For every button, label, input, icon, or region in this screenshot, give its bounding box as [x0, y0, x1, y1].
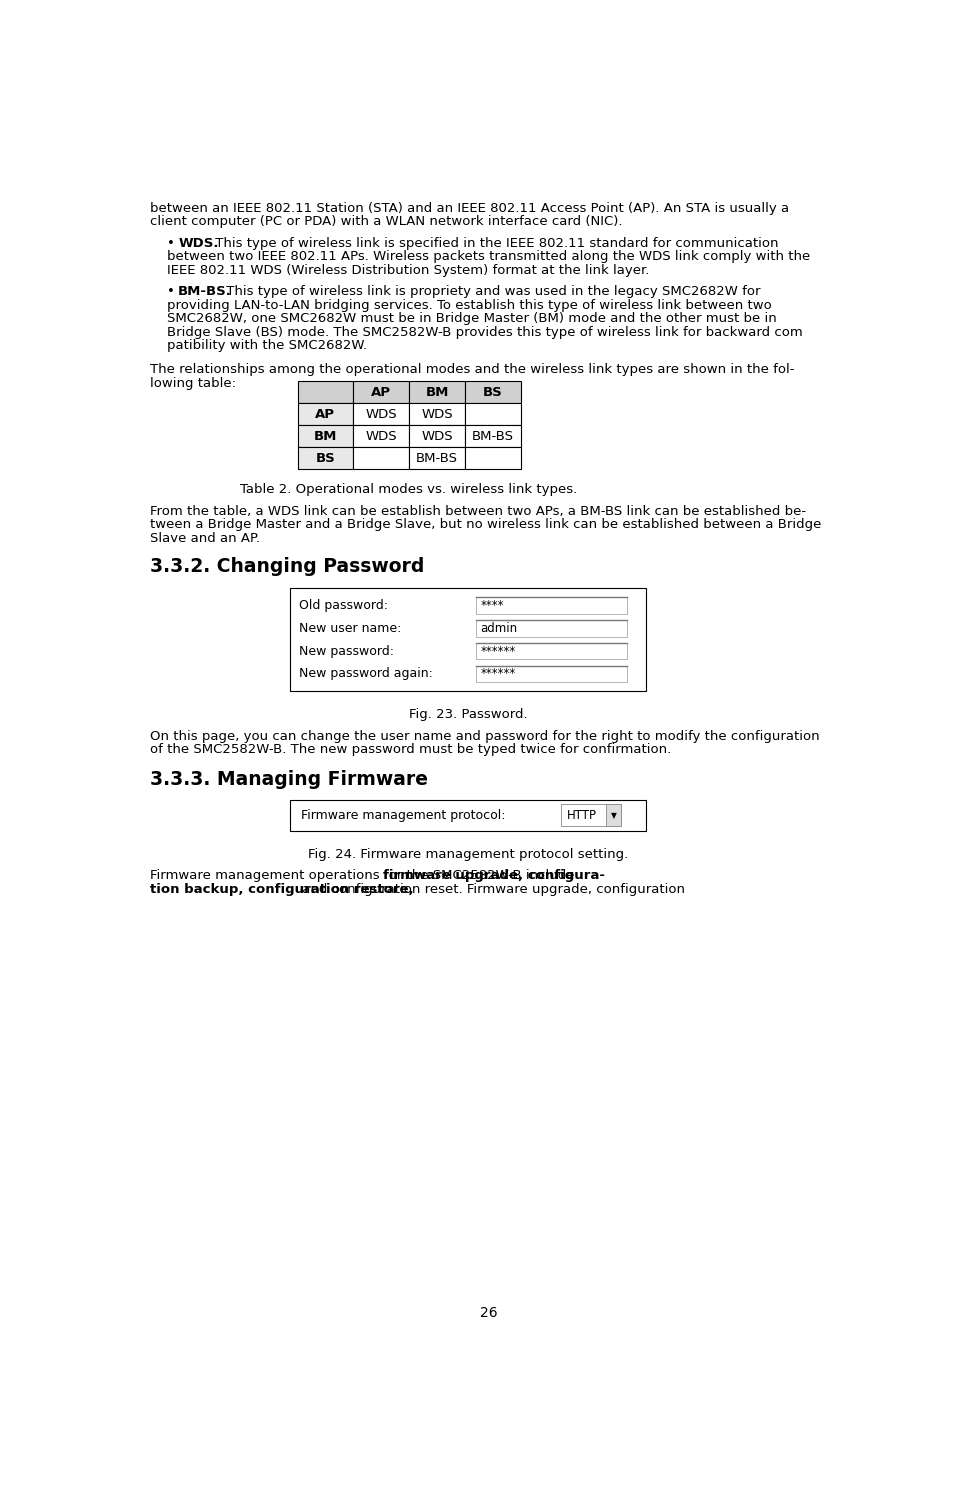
Text: Firmware management operations for the SMC2582W-B include: Firmware management operations for the S… — [150, 868, 578, 882]
Text: Slave and an AP.: Slave and an AP. — [150, 531, 260, 544]
Text: Old password:: Old password: — [298, 598, 388, 612]
Text: ******: ****** — [480, 668, 516, 681]
Text: •: • — [167, 237, 175, 249]
Bar — [476, 597, 626, 613]
Bar — [464, 381, 520, 404]
Text: BM: BM — [314, 429, 336, 442]
Text: BM-BS: BM-BS — [472, 429, 514, 442]
Bar — [476, 644, 626, 658]
Text: The relationships among the operational modes and the wireless link types are sh: The relationships among the operational … — [150, 363, 794, 376]
Text: 3.3.2. Changing Password: 3.3.2. Changing Password — [150, 556, 424, 576]
Bar — [409, 447, 464, 470]
Text: This type of wireless link is specified in the IEEE 802.11 standard for communic: This type of wireless link is specified … — [212, 237, 779, 249]
Text: WDS: WDS — [365, 429, 396, 442]
Bar — [290, 588, 645, 692]
Text: WDS.: WDS. — [178, 237, 218, 249]
Bar — [297, 424, 353, 447]
Bar — [297, 404, 353, 424]
Text: ▼: ▼ — [610, 812, 616, 820]
Text: HTTP: HTTP — [567, 808, 597, 822]
Text: SMC2682W, one SMC2682W must be in Bridge Master (BM) mode and the other must be : SMC2682W, one SMC2682W must be in Bridge… — [167, 312, 777, 326]
Text: and configuration reset. Firmware upgrade, configuration: and configuration reset. Firmware upgrad… — [297, 882, 684, 896]
Text: IEEE 802.11 WDS (Wireless Distribution System) format at the link layer.: IEEE 802.11 WDS (Wireless Distribution S… — [167, 264, 649, 276]
Text: BM-BS: BM-BS — [416, 452, 457, 465]
Bar — [560, 804, 620, 826]
Text: New user name:: New user name: — [298, 622, 401, 634]
Bar — [409, 424, 464, 447]
Text: On this page, you can change the user name and password for the right to modify : On this page, you can change the user na… — [150, 730, 819, 742]
Text: This type of wireless link is propriety and was used in the legacy SMC2682W for: This type of wireless link is propriety … — [222, 285, 760, 298]
Bar — [605, 804, 620, 826]
Text: From the table, a WDS link can be establish between two APs, a BM-BS link can be: From the table, a WDS link can be establ… — [150, 504, 805, 518]
Text: New password again:: New password again: — [298, 668, 433, 681]
Bar — [353, 381, 409, 404]
Text: patibility with the SMC2682W.: patibility with the SMC2682W. — [167, 339, 367, 352]
Bar — [297, 381, 353, 404]
Bar — [290, 800, 645, 831]
Text: between two IEEE 802.11 APs. Wireless packets transmitted along the WDS link com: between two IEEE 802.11 APs. Wireless pa… — [167, 251, 810, 262]
Bar — [409, 404, 464, 424]
Text: BS: BS — [315, 452, 335, 465]
Text: ******: ****** — [480, 645, 516, 657]
Text: firmware upgrade, configura-: firmware upgrade, configura- — [382, 868, 604, 882]
Text: providing LAN-to-LAN bridging services. To establish this type of wireless link : providing LAN-to-LAN bridging services. … — [167, 298, 771, 312]
Text: BM-BS.: BM-BS. — [178, 285, 232, 298]
Bar — [353, 447, 409, 470]
Text: Fig. 24. Firmware management protocol setting.: Fig. 24. Firmware management protocol se… — [308, 847, 627, 861]
Text: BM: BM — [425, 386, 448, 399]
Text: Table 2. Operational modes vs. wireless link types.: Table 2. Operational modes vs. wireless … — [240, 483, 578, 496]
Bar — [464, 424, 520, 447]
Text: 26: 26 — [479, 1306, 497, 1320]
Text: New password:: New password: — [298, 645, 394, 657]
Text: client computer (PC or PDA) with a WLAN network interface card (NIC).: client computer (PC or PDA) with a WLAN … — [150, 214, 622, 228]
Bar — [476, 620, 626, 636]
Text: BS: BS — [482, 386, 502, 399]
Text: WDS: WDS — [365, 408, 396, 422]
Text: •: • — [167, 285, 175, 298]
Bar — [353, 424, 409, 447]
Text: between an IEEE 802.11 Station (STA) and an IEEE 802.11 Access Point (AP). An ST: between an IEEE 802.11 Station (STA) and… — [150, 201, 788, 214]
Bar — [476, 666, 626, 682]
Text: ****: **** — [480, 598, 503, 612]
Text: Fig. 23. Password.: Fig. 23. Password. — [408, 708, 527, 722]
Text: tion backup, configuration restore,: tion backup, configuration restore, — [150, 882, 414, 896]
Text: Firmware management protocol:: Firmware management protocol: — [301, 808, 505, 822]
Bar — [353, 404, 409, 424]
Text: 3.3.3. Managing Firmware: 3.3.3. Managing Firmware — [150, 770, 428, 789]
Text: tween a Bridge Master and a Bridge Slave, but no wireless link can be establishe: tween a Bridge Master and a Bridge Slave… — [150, 518, 821, 531]
Text: AP: AP — [371, 386, 391, 399]
Bar — [464, 404, 520, 424]
Text: lowing table:: lowing table: — [150, 376, 236, 390]
Text: AP: AP — [315, 408, 335, 422]
Text: WDS: WDS — [420, 408, 453, 422]
Text: admin: admin — [480, 622, 517, 634]
Text: Bridge Slave (BS) mode. The SMC2582W-B provides this type of wireless link for b: Bridge Slave (BS) mode. The SMC2582W-B p… — [167, 326, 802, 339]
Bar — [409, 381, 464, 404]
Text: of the SMC2582W-B. The new password must be typed twice for confirmation.: of the SMC2582W-B. The new password must… — [150, 744, 671, 756]
Text: WDS: WDS — [420, 429, 453, 442]
Bar — [297, 447, 353, 470]
Bar — [464, 447, 520, 470]
